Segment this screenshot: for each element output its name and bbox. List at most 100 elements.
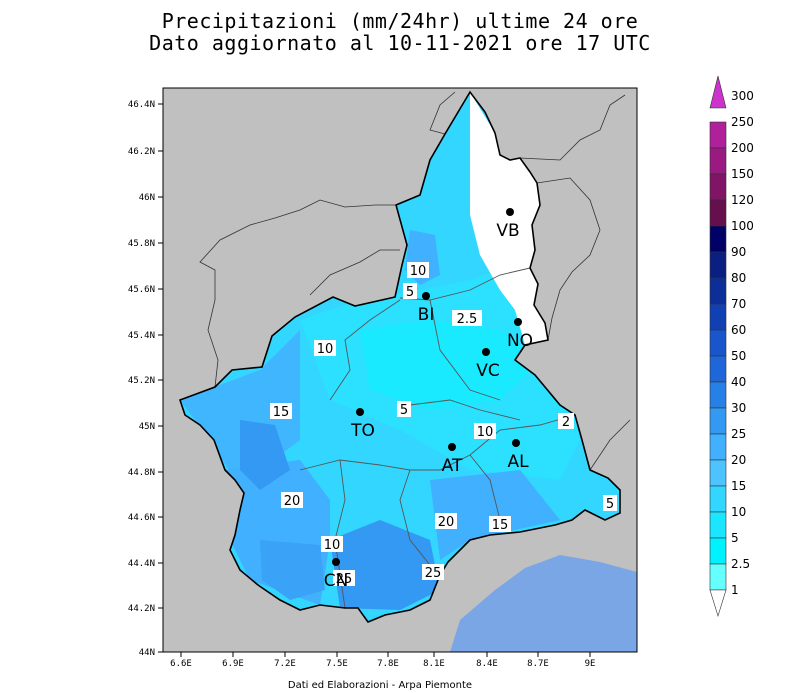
lon-tick: 6.9E bbox=[222, 652, 244, 669]
svg-text:NO: NO bbox=[507, 331, 533, 351]
colorbar-label: 300 bbox=[731, 89, 754, 103]
svg-text:2: 2 bbox=[562, 415, 570, 430]
city-vb: VB bbox=[496, 208, 520, 241]
title-line-1: Precipitazioni (mm/24hr) ultime 24 ore bbox=[161, 9, 639, 33]
colorbar-label: 70 bbox=[731, 297, 746, 311]
svg-text:AL: AL bbox=[507, 452, 529, 472]
svg-text:44N: 44N bbox=[139, 648, 155, 658]
colorbar-label: 90 bbox=[731, 245, 746, 259]
lon-tick: 8.4E bbox=[476, 652, 498, 669]
contour-label: 10 bbox=[474, 423, 496, 440]
colorbar-swatch bbox=[709, 277, 727, 305]
lon-tick: 6.6E bbox=[170, 652, 192, 669]
contour-label: 5 bbox=[403, 283, 417, 300]
map-frame bbox=[162, 87, 638, 653]
svg-text:15: 15 bbox=[492, 518, 509, 533]
colorbar-label: 20 bbox=[731, 453, 746, 467]
svg-text:10: 10 bbox=[410, 264, 427, 279]
lat-tick: 45N bbox=[139, 422, 163, 432]
svg-text:45.2N: 45.2N bbox=[128, 376, 155, 386]
colorbar-label: 60 bbox=[731, 323, 746, 337]
data-credit: Dati ed Elaborazioni - Arpa Piemonte bbox=[287, 680, 473, 691]
colorbar-swatch bbox=[709, 173, 727, 201]
region-border bbox=[178, 90, 621, 623]
svg-text:25: 25 bbox=[425, 566, 442, 581]
svg-text:CN: CN bbox=[324, 571, 349, 591]
sea-area bbox=[450, 555, 637, 652]
colorbar-label: 50 bbox=[731, 349, 746, 363]
colorbar-label: 25 bbox=[731, 427, 746, 441]
svg-text:8.4E: 8.4E bbox=[476, 659, 498, 669]
lon-tick: 7.2E bbox=[274, 652, 296, 669]
map-title: Precipitazioni (mm/24hr) ultime 24 ore D… bbox=[120, 10, 680, 54]
contour-label: 10 bbox=[314, 340, 336, 357]
svg-text:VC: VC bbox=[476, 361, 500, 381]
contour-label: 10 bbox=[407, 262, 429, 279]
colorbar-swatch bbox=[709, 511, 727, 539]
colorbar-label: 80 bbox=[731, 271, 746, 285]
svg-text:44.6N: 44.6N bbox=[128, 513, 155, 523]
lat-tick: 45.6N bbox=[128, 285, 163, 295]
svg-text:45.6N: 45.6N bbox=[128, 285, 155, 295]
svg-text:8.7E: 8.7E bbox=[527, 659, 549, 669]
city-al: AL bbox=[507, 439, 529, 472]
colorbar-label: 120 bbox=[731, 193, 754, 207]
svg-text:45.4N: 45.4N bbox=[128, 331, 155, 341]
colorbar-label: 2.5 bbox=[731, 557, 750, 571]
svg-text:10: 10 bbox=[324, 538, 341, 553]
colorbar-swatch bbox=[709, 75, 727, 109]
lon-tick: 7.5E bbox=[326, 652, 348, 669]
colorbar-swatch bbox=[709, 199, 727, 227]
svg-text:45.8N: 45.8N bbox=[128, 239, 155, 249]
contour-label: 25 bbox=[422, 564, 444, 581]
lat-tick: 44.2N bbox=[128, 604, 163, 614]
colorbar-swatch bbox=[709, 251, 727, 279]
svg-text:44.8N: 44.8N bbox=[128, 468, 155, 478]
svg-text:44.2N: 44.2N bbox=[128, 604, 155, 614]
colorbar-swatch bbox=[709, 355, 727, 383]
title-line-2: Dato aggiornato al 10-11-2021 ore 17 UTC bbox=[149, 31, 651, 55]
lat-tick: 45.4N bbox=[128, 331, 163, 341]
lat-tick: 44.4N bbox=[128, 559, 163, 569]
svg-text:20: 20 bbox=[438, 515, 455, 530]
contour-label: 20 bbox=[435, 513, 457, 530]
svg-text:5: 5 bbox=[406, 285, 414, 300]
contour-label: 15 bbox=[270, 403, 292, 420]
contour-label: 5 bbox=[397, 401, 411, 418]
svg-text:46N: 46N bbox=[139, 193, 155, 203]
province-borders bbox=[299, 267, 576, 609]
colorbar-swatch bbox=[709, 563, 727, 591]
neighbour-borders bbox=[199, 91, 631, 471]
contour-label: 2.5 bbox=[452, 310, 482, 327]
svg-text:10: 10 bbox=[477, 425, 494, 440]
colorbar-swatch bbox=[709, 303, 727, 331]
colorbar-label: 5 bbox=[731, 531, 739, 545]
svg-text:7.8E: 7.8E bbox=[377, 659, 399, 669]
svg-text:46.2N: 46.2N bbox=[128, 147, 155, 157]
svg-text:6.9E: 6.9E bbox=[222, 659, 244, 669]
lon-tick: 8.1E bbox=[423, 652, 445, 669]
colorbar-swatch bbox=[709, 407, 727, 435]
svg-text:BI: BI bbox=[418, 305, 435, 325]
colorbar-swatch bbox=[709, 459, 727, 487]
colorbar-label: 15 bbox=[731, 479, 746, 493]
lon-tick: 7.8E bbox=[377, 652, 399, 669]
colorbar-label: 250 bbox=[731, 115, 754, 129]
colorbar-swatch bbox=[709, 147, 727, 175]
city-no: NO bbox=[507, 318, 533, 351]
lat-tick: 45.2N bbox=[128, 376, 163, 386]
colorbar-swatch bbox=[709, 121, 727, 149]
svg-text:7.5E: 7.5E bbox=[326, 659, 348, 669]
svg-text:5: 5 bbox=[606, 497, 614, 512]
lon-tick: 8.7E bbox=[527, 652, 549, 669]
longitude-axis: 6.6E 6.9E 7.2E 7.5E 7.8E 8.1E 8.4E 8.7E … bbox=[170, 652, 595, 669]
city-bi: BI bbox=[418, 292, 435, 325]
lat-tick: 44.6N bbox=[128, 513, 163, 523]
svg-text:AT: AT bbox=[442, 456, 463, 476]
colorbar-swatch bbox=[709, 381, 727, 409]
colorbar-label: 30 bbox=[731, 401, 746, 415]
svg-text:45N: 45N bbox=[139, 422, 155, 432]
city-to: TO bbox=[350, 408, 375, 441]
svg-text:44.4N: 44.4N bbox=[128, 559, 155, 569]
lat-tick: 46.4N bbox=[128, 100, 163, 110]
